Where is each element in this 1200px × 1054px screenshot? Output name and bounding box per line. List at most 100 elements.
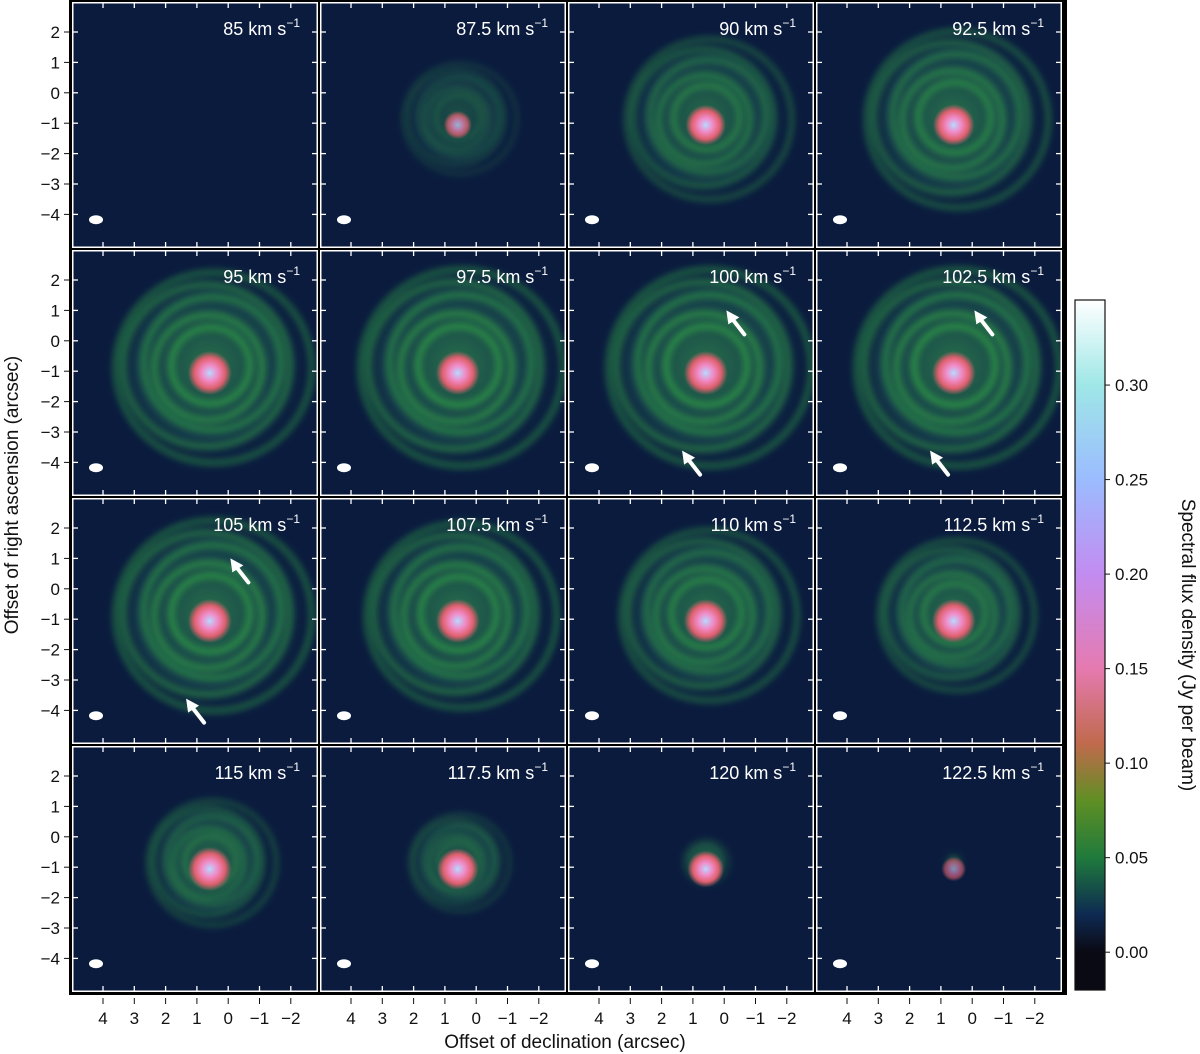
- shell-ring: [644, 310, 764, 426]
- channel-panel: 107.5 km s−1: [320, 498, 566, 744]
- shell-rings: [112, 268, 316, 467]
- shell-ring: [167, 324, 254, 408]
- panel-border: [816, 498, 1062, 744]
- x-tick-label: 3: [378, 1009, 387, 1028]
- velocity-label: 117.5 km s−1: [448, 760, 549, 783]
- x-tick-label: 2: [905, 1009, 914, 1028]
- beam-ellipse: [833, 959, 847, 969]
- velocity-label: 97.5 km s−1: [456, 264, 548, 287]
- y-tick-label: 2: [51, 767, 60, 786]
- colorbar-tick-label: 0.00: [1115, 943, 1148, 962]
- y-tick-label: 0: [51, 828, 60, 847]
- y-tick-label: 1: [51, 797, 60, 816]
- shell-ring: [898, 556, 1013, 668]
- velocity-label: 102.5 km s−1: [942, 264, 1044, 287]
- shell-ring: [860, 278, 1041, 453]
- y-tick-label: −1: [41, 114, 60, 133]
- x-tick-label: 3: [130, 1009, 139, 1028]
- velocity-label: 110 km s−1: [711, 512, 797, 535]
- shell-ring: [625, 538, 781, 690]
- y-tick-label: −2: [41, 145, 60, 164]
- velocity-label: 90 km s−1: [719, 16, 796, 39]
- channel-panel: 122.5 km s−1: [816, 746, 1062, 992]
- velocity-label: 107.5 km s−1: [446, 512, 548, 535]
- shell-ring: [863, 28, 1052, 211]
- x-tick-label: 3: [874, 1009, 883, 1028]
- y-axis-title: Offset of right ascension (arcsec): [2, 356, 23, 634]
- y-tick-label: 2: [51, 519, 60, 538]
- channel-panel: 87.5 km s−1: [320, 2, 566, 248]
- y-tick-label: 1: [51, 53, 60, 72]
- channel-panel: 102.5 km s−1: [816, 250, 1062, 496]
- beam-ellipse: [833, 215, 847, 225]
- panel-border: [72, 746, 318, 992]
- shell-ring: [357, 265, 566, 470]
- shell-ring: [633, 291, 783, 436]
- shell-ring: [139, 541, 285, 682]
- y-tick-label: −4: [41, 453, 60, 472]
- shell-ring: [907, 571, 998, 660]
- shell-ring: [119, 529, 294, 698]
- colorbar-tick-label: 0.25: [1115, 471, 1148, 490]
- feature-arrow: [930, 450, 951, 477]
- core-emission: [931, 599, 976, 643]
- core-emission: [687, 850, 725, 888]
- shell-ring: [146, 798, 279, 928]
- x-tick-label: 1: [192, 1009, 201, 1028]
- colorbar: [1074, 299, 1106, 991]
- shell-ring: [164, 814, 259, 907]
- shell-ring: [881, 291, 1031, 436]
- core-emission: [941, 856, 967, 882]
- colorbar-tick-label: 0.30: [1115, 376, 1148, 395]
- shell-ring: [417, 573, 500, 654]
- shell-ring: [139, 293, 285, 434]
- shell-ring: [889, 50, 1023, 181]
- channel-panel: 85 km s−1: [72, 2, 318, 248]
- beam-ellipse: [833, 711, 847, 721]
- shell-ring: [363, 519, 560, 712]
- x-tick-label: 4: [346, 1009, 355, 1028]
- feature-arrow: [230, 558, 251, 585]
- x-tick-label: 0: [223, 1009, 232, 1028]
- channel-panel: 105 km s−1: [72, 498, 318, 744]
- y-tick-label: 2: [51, 271, 60, 290]
- y-tick-label: −2: [41, 393, 60, 412]
- shell-ring: [364, 278, 545, 453]
- panel-border: [320, 498, 566, 744]
- y-tick-label: −4: [41, 701, 60, 720]
- x-tick-label: 1: [440, 1009, 449, 1028]
- shell-ring: [892, 310, 1012, 426]
- core-emission: [436, 848, 479, 890]
- x-tick-label: 3: [626, 1009, 635, 1028]
- feature-arrow: [682, 450, 703, 477]
- shell-ring: [405, 68, 507, 167]
- shell-ring: [618, 527, 801, 704]
- shell-ring: [414, 322, 503, 409]
- panel-border: [568, 746, 814, 992]
- panel-background: [72, 2, 318, 248]
- beam-ellipse: [833, 463, 847, 473]
- core-emission: [187, 847, 232, 891]
- beam-ellipse: [337, 711, 351, 721]
- panel-border: [568, 498, 814, 744]
- beam-ellipse: [89, 463, 103, 473]
- beam-ellipse: [585, 959, 599, 969]
- channel-panel: 95 km s−1: [72, 250, 318, 496]
- shell-ring: [882, 547, 1020, 681]
- shell-rings: [363, 519, 560, 712]
- x-tick-label: 4: [842, 1009, 851, 1028]
- beam-ellipse: [585, 463, 599, 473]
- channel-panel: 97.5 km s−1: [320, 250, 566, 496]
- shell-ring: [870, 39, 1032, 196]
- y-tick-label: 1: [51, 549, 60, 568]
- shell-rings: [853, 265, 1062, 470]
- shell-ring: [385, 291, 535, 436]
- velocity-label: 115 km s−1: [215, 760, 301, 783]
- y-tick-label: −2: [41, 641, 60, 660]
- shell-ring: [423, 86, 491, 152]
- y-tick-label: −3: [41, 175, 60, 194]
- shell-ring: [662, 322, 751, 409]
- y-tick-label: 0: [51, 580, 60, 599]
- colorbar-tick-label: 0.20: [1115, 565, 1148, 584]
